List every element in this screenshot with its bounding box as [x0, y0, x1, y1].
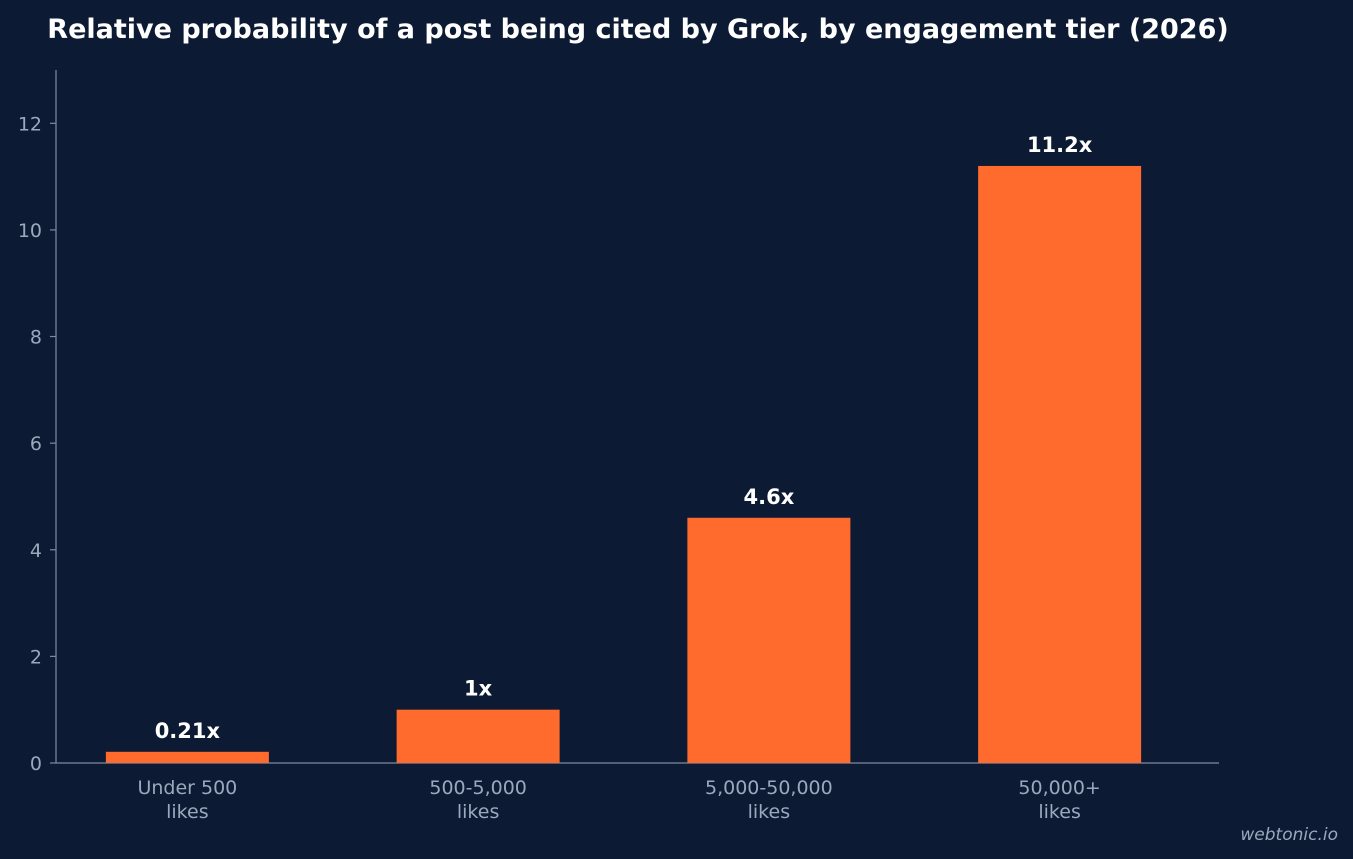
bar	[105, 751, 269, 763]
data-labels: 0.21x 1x 4.6x 11.2x	[155, 133, 1093, 743]
category-labels: Under 500likes500-5,000likes5,000-50,000…	[137, 777, 1100, 823]
bar-value-label: 11.2x	[1027, 133, 1093, 157]
y-tick-label: 12	[18, 113, 42, 135]
watermark: webtonic.io	[1240, 825, 1338, 845]
x-category-label: 50,000+	[1018, 777, 1100, 799]
x-category-label: likes	[457, 801, 499, 823]
x-category-label: Under 500	[137, 777, 237, 799]
bar-value-label: 0.21x	[155, 719, 221, 743]
y-axis-ticks: 0 2 4 6 8 10 12	[18, 113, 56, 775]
x-category-label: likes	[166, 801, 208, 823]
chart-title: Relative probability of a post being cit…	[47, 14, 1228, 45]
x-category-label: 5,000-50,000	[705, 777, 833, 799]
y-tick-label: 8	[30, 327, 42, 349]
bars	[105, 165, 1142, 763]
bar	[687, 517, 851, 763]
x-category-label: likes	[1038, 801, 1080, 823]
y-tick-label: 6	[30, 433, 42, 455]
y-tick-label: 2	[30, 646, 42, 668]
x-category-label: likes	[748, 801, 790, 823]
bar	[396, 709, 560, 763]
bar	[978, 165, 1142, 763]
bar-value-label: 4.6x	[744, 485, 795, 509]
y-tick-label: 0	[30, 753, 42, 775]
y-tick-label: 10	[18, 220, 42, 242]
y-tick-label: 4	[30, 540, 42, 562]
x-category-label: 500-5,000	[429, 777, 527, 799]
bar-value-label: 1x	[464, 677, 493, 701]
